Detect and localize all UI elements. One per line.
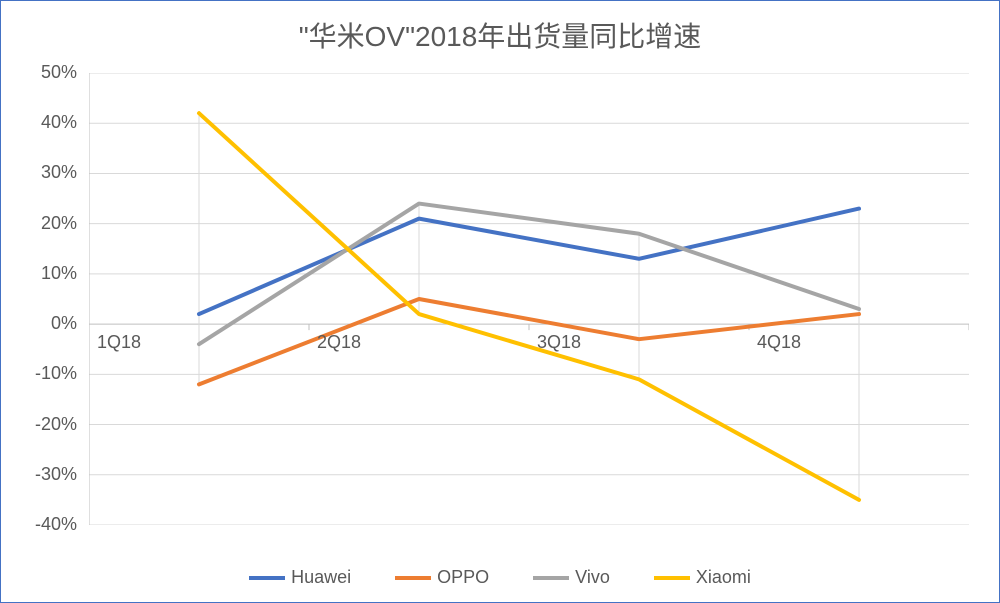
- legend-item: Vivo: [533, 567, 610, 588]
- y-tick-label: -10%: [35, 363, 77, 384]
- y-tick-label: -30%: [35, 464, 77, 485]
- legend-label: OPPO: [437, 567, 489, 588]
- legend-swatch: [654, 576, 690, 580]
- legend-item: OPPO: [395, 567, 489, 588]
- y-tick-label: 10%: [41, 263, 77, 284]
- chart-title: "华米OV"2018年出货量同比增速: [1, 15, 999, 55]
- legend-item: Xiaomi: [654, 567, 751, 588]
- x-tick-label: 4Q18: [757, 332, 801, 353]
- chart-frame: "华米OV"2018年出货量同比增速 -40% -30% -20% -10% 0% 10%…: [0, 0, 1000, 603]
- legend: Huawei OPPO Vivo Xiaomi: [1, 567, 999, 588]
- y-tick-label: 0%: [51, 313, 77, 334]
- x-tick-label: 1Q18: [97, 332, 141, 353]
- x-tick-label: 3Q18: [537, 332, 581, 353]
- y-tick-label: 50%: [41, 62, 77, 83]
- plot-area: [89, 73, 969, 525]
- legend-swatch: [395, 576, 431, 580]
- legend-label: Vivo: [575, 567, 610, 588]
- legend-label: Huawei: [291, 567, 351, 588]
- y-tick-label: 30%: [41, 162, 77, 183]
- series-line: [199, 209, 859, 314]
- y-tick-label: -40%: [35, 514, 77, 535]
- legend-swatch: [249, 576, 285, 580]
- y-tick-label: 20%: [41, 213, 77, 234]
- y-tick-label: 40%: [41, 112, 77, 133]
- x-tick-label: 2Q18: [317, 332, 361, 353]
- legend-swatch: [533, 576, 569, 580]
- legend-label: Xiaomi: [696, 567, 751, 588]
- legend-item: Huawei: [249, 567, 351, 588]
- chart-svg: [89, 73, 969, 525]
- y-tick-label: -20%: [35, 414, 77, 435]
- series-line: [199, 113, 859, 500]
